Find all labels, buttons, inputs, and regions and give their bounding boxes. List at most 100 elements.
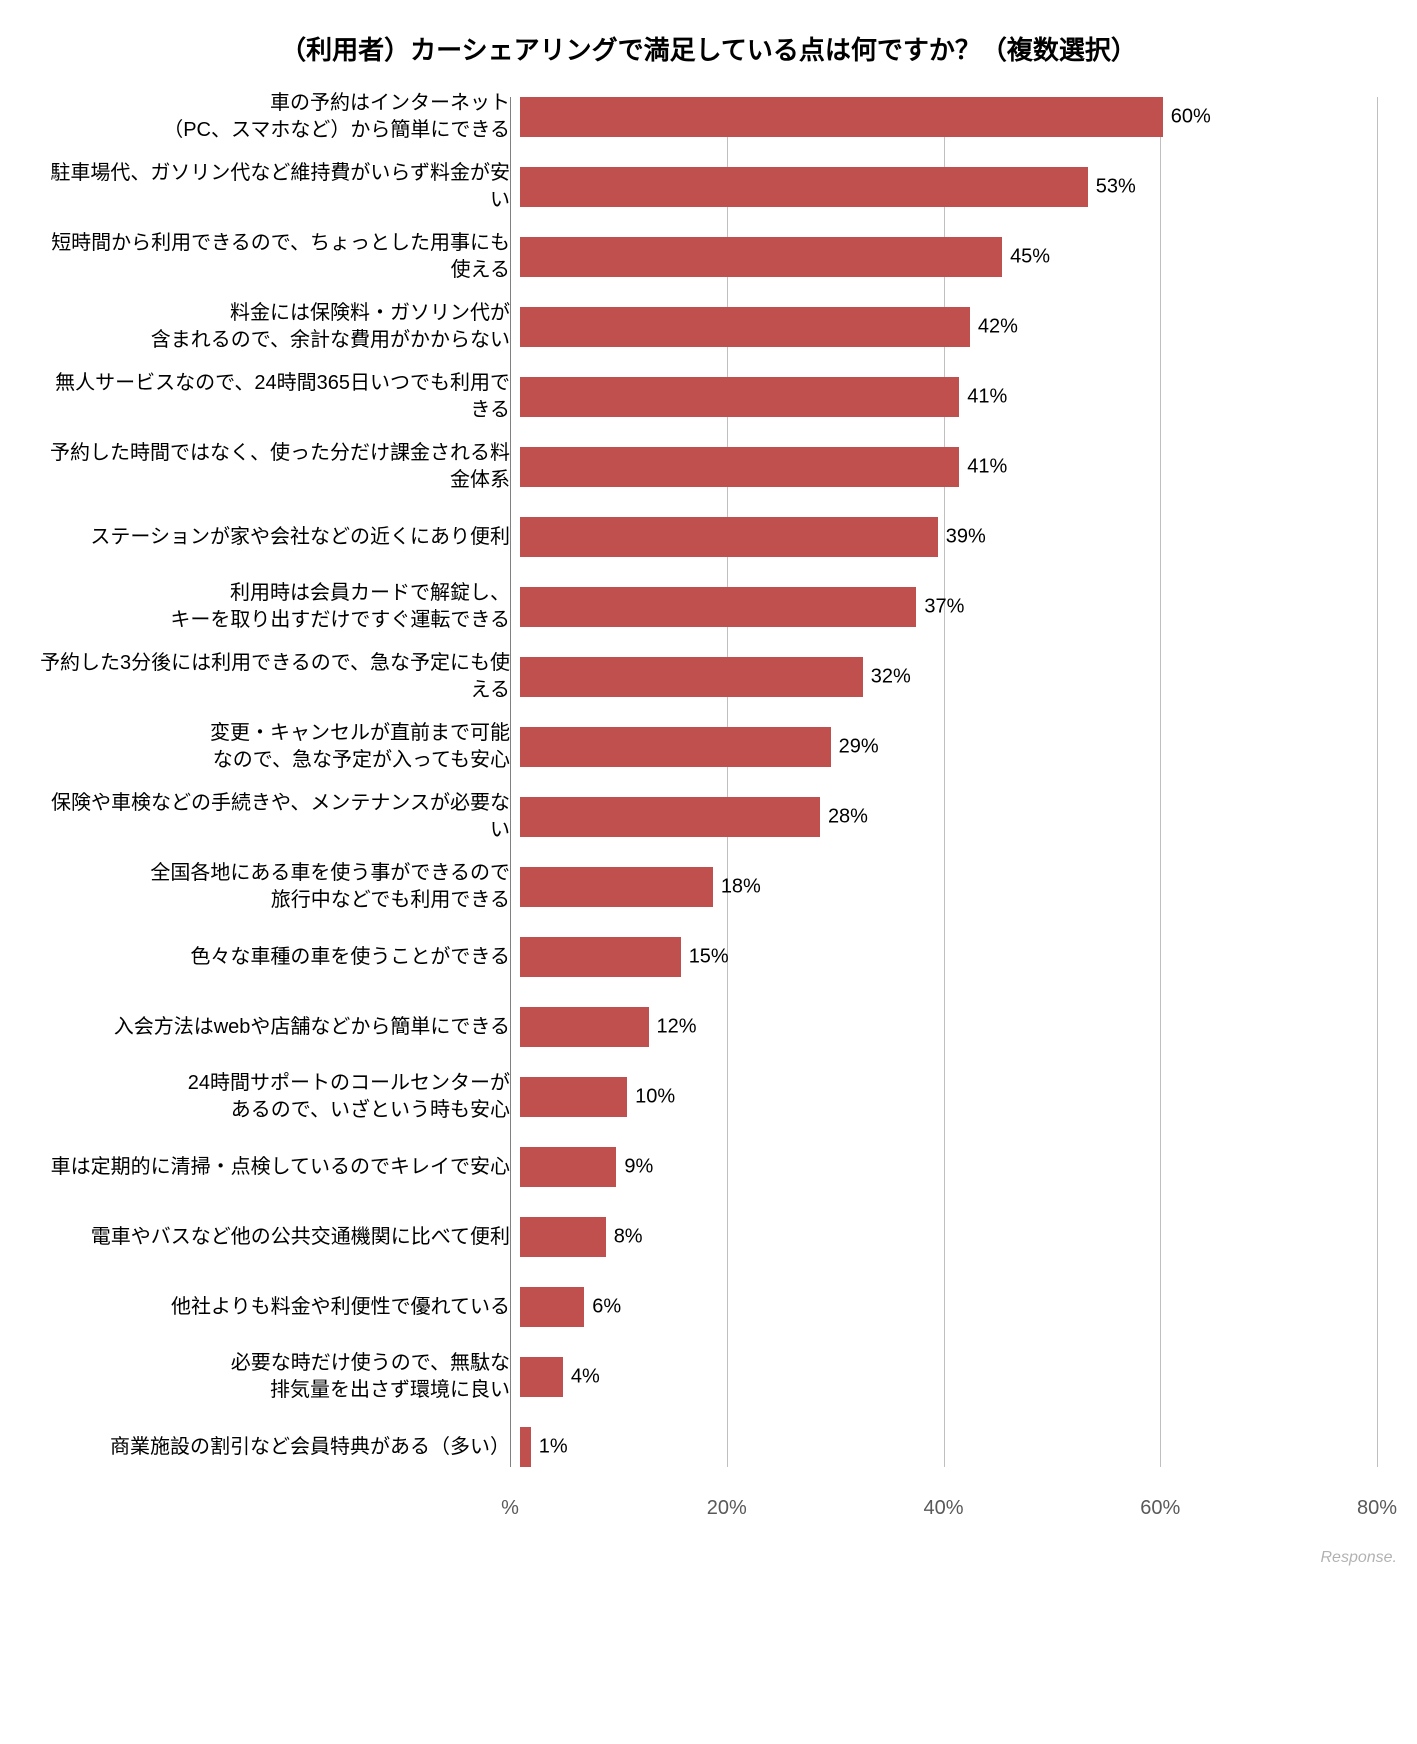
bar [520,657,863,697]
bar [520,1357,563,1397]
bar-value: 41% [967,456,1007,479]
chart-row: ステーションが家や会社などの近くにあり便利 39% [40,517,1377,557]
bar-area: 1% [520,1427,1377,1467]
bar-area: 6% [520,1287,1377,1327]
bar [520,97,1163,137]
bar-area: 15% [520,937,1377,977]
plot-area: 車の予約はインターネット （PC、スマホなど）から簡単にできる60% 駐車場代、ガ… [40,97,1377,1467]
bar-area: 28% [520,797,1377,837]
bar-label: 予約した時間ではなく、使った分だけ課金される料金体系 [40,440,520,494]
chart-row: 色々な車種の車を使うことができる 15% [40,937,1377,977]
bar-area: 9% [520,1147,1377,1187]
bar-area: 18% [520,867,1377,907]
bar-label: 無人サービスなので、24時間365日いつでも利用できる [40,370,520,424]
bar-value: 4% [571,1366,600,1389]
chart: 車の予約はインターネット （PC、スマホなど）から簡単にできる60% 駐車場代、ガ… [40,97,1377,1527]
bar-label: 電車やバスなど他の公共交通機関に比べて便利 [40,1224,520,1251]
gridline [727,97,728,1467]
axis-spacer [40,1497,510,1527]
bar [520,307,970,347]
bar-value: 41% [967,386,1007,409]
bar-area: 41% [520,447,1377,487]
bar-label: ステーションが家や会社などの近くにあり便利 [40,524,520,551]
bar-area: 45% [520,237,1377,277]
bar-area: 53% [520,167,1377,207]
x-tick: 80% [1357,1497,1397,1520]
chart-row: 入会方法はwebや店舗などから簡単にできる 12% [40,1007,1377,1047]
bar [520,727,831,767]
x-tick: 20% [707,1497,747,1520]
bar-label: 車は定期的に清掃・点検しているのでキレイで安心 [40,1154,520,1181]
page: （利用者）カーシェアリングで満足している点は何ですか？（複数選択） 車の予約はイ… [0,0,1417,1587]
bar-area: 60% [520,97,1377,137]
chart-row: 電車やバスなど他の公共交通機関に比べて便利 8% [40,1217,1377,1257]
chart-row: 保険や車検などの手続きや、メンテナンスが必要ない28% [40,797,1377,837]
gridlines [510,97,1377,1467]
bar-area: 8% [520,1217,1377,1257]
bar-area: 32% [520,657,1377,697]
bar-label: 駐車場代、ガソリン代など維持費がいらず料金が安い [40,160,520,214]
bar [520,1217,606,1257]
chart-title: （利用者）カーシェアリングで満足している点は何ですか？（複数選択） [40,30,1377,67]
bar-label: 色々な車種の車を使うことができる [40,944,520,971]
bar-area: 42% [520,307,1377,347]
bar-label: 必要な時だけ使うので、無駄な 排気量を出さず環境に良い [40,1350,520,1404]
bar-value: 18% [721,876,761,899]
bar-value: 12% [657,1016,697,1039]
bar-label: 変更・キャンセルが直前まで可能 なので、急な予定が入っても安心 [40,720,520,774]
bar-value: 39% [946,526,986,549]
bar [520,587,916,627]
chart-row: 変更・キャンセルが直前まで可能 なので、急な予定が入っても安心29% [40,727,1377,767]
bar [520,377,959,417]
chart-row: 車は定期的に清掃・点検しているのでキレイで安心 9% [40,1147,1377,1187]
x-axis: %20%40%60%80% [40,1497,1377,1527]
bar-label: 全国各地にある車を使う事ができるので 旅行中などでも利用できる [40,860,520,914]
chart-row: 必要な時だけ使うので、無駄な 排気量を出さず環境に良い4% [40,1357,1377,1397]
bar [520,1427,531,1467]
bar-value: 8% [614,1226,643,1249]
bar-label: 利用時は会員カードで解錠し、 キーを取り出すだけですぐ運転できる [40,580,520,634]
bar-value: 60% [1171,106,1211,129]
bar-label: 入会方法はwebや店舗などから簡単にできる [40,1014,520,1041]
bar-label: 他社よりも料金や利便性で優れている [40,1294,520,1321]
bar-label: 24時間サポートのコールセンターが あるので、いざという時も安心 [40,1070,520,1124]
bar-area: 12% [520,1007,1377,1047]
gridline [1160,97,1161,1467]
x-tick: % [501,1497,519,1520]
bar [520,867,713,907]
chart-row: 車の予約はインターネット （PC、スマホなど）から簡単にできる60% [40,97,1377,137]
bar [520,937,681,977]
bar-label: 商業施設の割引など会員特典がある（多い） [40,1434,520,1461]
bar-label: 料金には保険料・ガソリン代が 含まれるので、余計な費用がかからない [40,300,520,354]
watermark: Response. [1321,1549,1398,1567]
bar-value: 1% [539,1436,568,1459]
chart-row: 料金には保険料・ガソリン代が 含まれるので、余計な費用がかからない42% [40,307,1377,347]
bar [520,447,959,487]
bar-label: 車の予約はインターネット （PC、スマホなど）から簡単にできる [40,90,520,144]
bar-area: 41% [520,377,1377,417]
bar [520,797,820,837]
bar-value: 29% [839,736,879,759]
bar-value: 9% [624,1156,653,1179]
bar-value: 28% [828,806,868,829]
chart-row: 駐車場代、ガソリン代など維持費がいらず料金が安い53% [40,167,1377,207]
bar-value: 10% [635,1086,675,1109]
bar-value: 15% [689,946,729,969]
bar [520,1287,584,1327]
chart-row: 予約した3分後には利用できるので、急な予定にも使える32% [40,657,1377,697]
bar-value: 32% [871,666,911,689]
bar-label: 予約した3分後には利用できるので、急な予定にも使える [40,650,520,704]
bar-area: 39% [520,517,1377,557]
bar-area: 10% [520,1077,1377,1117]
axis-track: %20%40%60%80% [510,1497,1377,1527]
bar-area: 37% [520,587,1377,627]
x-tick: 40% [923,1497,963,1520]
chart-row: 商業施設の割引など会員特典がある（多い） 1% [40,1427,1377,1467]
chart-row: 他社よりも料金や利便性で優れている 6% [40,1287,1377,1327]
chart-row: 利用時は会員カードで解錠し、 キーを取り出すだけですぐ運転できる37% [40,587,1377,627]
bar-area: 29% [520,727,1377,767]
x-tick: 60% [1140,1497,1180,1520]
bar-value: 6% [592,1296,621,1319]
bar [520,237,1002,277]
gridline [1377,97,1378,1467]
